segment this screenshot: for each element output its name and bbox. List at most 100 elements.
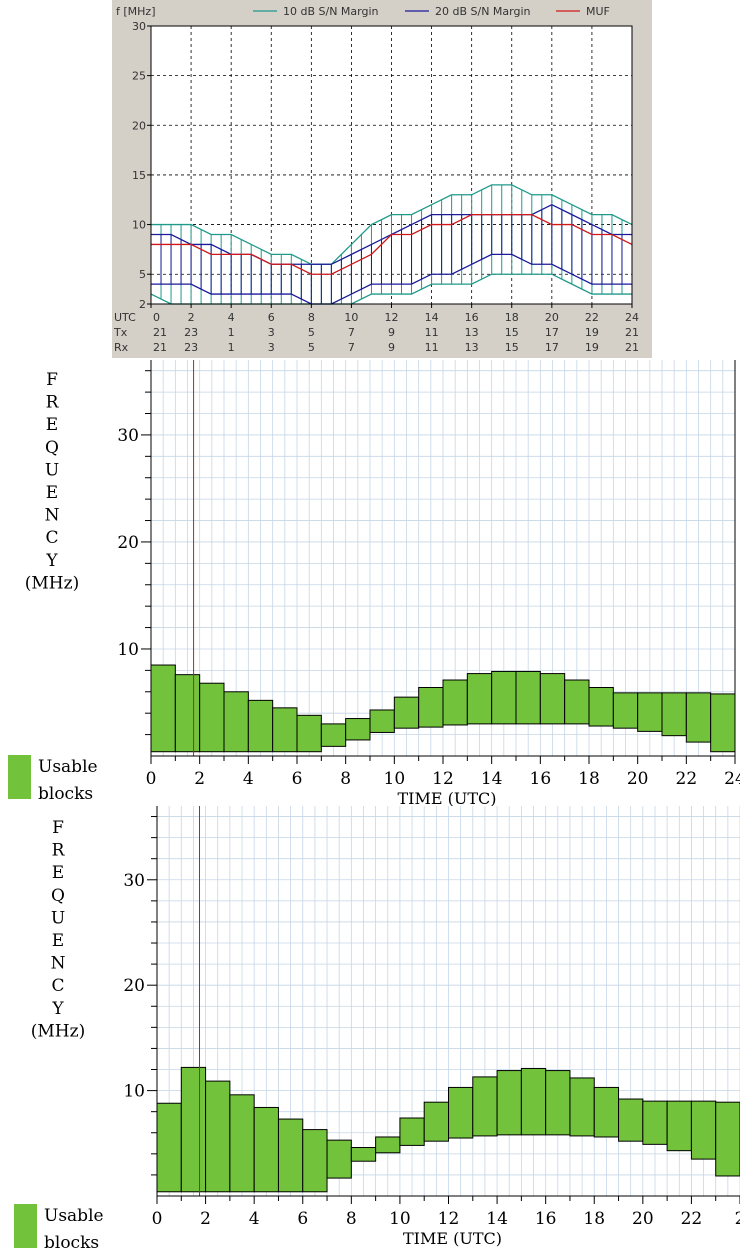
y-axis-label-letter: U [45, 460, 59, 480]
snr10-upper-line [151, 184, 633, 265]
rx-tick-label: 17 [545, 341, 559, 354]
y-axis-label-letter: E [46, 483, 58, 503]
usable-blocks-chart-1: 102030024681012141618202224TIME (UTC)FRE… [8, 360, 740, 806]
tx-tick-label: 11 [425, 326, 439, 339]
x-tick-label: 18 [578, 769, 600, 789]
usable-block [272, 707, 298, 753]
rx-tick-label: 9 [388, 341, 395, 354]
snr20-lower-line [151, 253, 632, 305]
legend-swatch [14, 1204, 37, 1248]
utc-tick-label: 4 [228, 311, 235, 324]
y-axis-label-letter: R [46, 393, 60, 413]
y-tick-label: 2 [139, 298, 146, 311]
usable-block [150, 664, 176, 753]
usable-block [156, 1102, 182, 1193]
x-tick-label: 6 [292, 769, 303, 789]
x-tick-label: 16 [530, 769, 552, 789]
y-tick-label: 10 [132, 219, 146, 232]
usable-block [442, 679, 468, 726]
utc-tick-label: 14 [425, 311, 439, 324]
utc-tick-label: 24 [625, 311, 639, 324]
x-tick-label: 2 [200, 1209, 211, 1229]
x-tick-label: 10 [384, 769, 406, 789]
x-tick-label: 10 [389, 1209, 411, 1229]
usable-block [545, 1070, 571, 1136]
utc-tick-label: 2 [188, 311, 195, 324]
x-tick-label: 12 [432, 769, 454, 789]
usable-block [472, 1076, 498, 1137]
usable-block [491, 670, 517, 725]
y-axis-label-letter: Y [51, 999, 64, 1019]
x-tick-label: 0 [152, 1209, 163, 1229]
usable-block [661, 692, 687, 737]
usable-block [466, 673, 493, 725]
y-axis-label-letter: F [52, 818, 64, 838]
x-tick-label: 22 [681, 1209, 703, 1229]
x-tick-label: 8 [346, 1209, 357, 1229]
x-tick-label: 18 [583, 1209, 605, 1229]
tx-tick-label: 1 [228, 326, 235, 339]
usable-block [375, 1136, 401, 1154]
x-tick-label: 2 [735, 1209, 740, 1229]
utc-tick-label: 16 [465, 311, 479, 324]
y-tick-label: 25 [132, 70, 146, 83]
x-tick-label: 14 [481, 769, 503, 789]
y-axis-label-letter: E [46, 415, 58, 435]
rx-tick-label: 3 [268, 341, 275, 354]
usable-block [715, 1101, 740, 1177]
x-tick-label: 22 [676, 769, 698, 789]
usable-block [642, 1100, 668, 1145]
x-tick-label: 14 [486, 1209, 508, 1229]
rx-tick-label: 19 [585, 341, 599, 354]
usable-block [710, 693, 736, 753]
tx-tick-label: 23 [184, 326, 198, 339]
usable-block [393, 696, 420, 729]
tx-tick-label: 7 [348, 326, 355, 339]
utc-tick-label: 22 [585, 311, 599, 324]
utc-tick-label: 12 [385, 311, 399, 324]
legend-label-line2: blocks [44, 1233, 99, 1253]
x-tick-label: 24 [724, 769, 740, 789]
rx-tick-label: 11 [425, 341, 439, 354]
usable-block [588, 687, 614, 727]
row-label-tx: Tx [113, 326, 128, 339]
y-axis-label-letter: C [51, 976, 64, 996]
y-axis-label-letter: Q [51, 886, 65, 906]
tx-tick-label: 9 [388, 326, 395, 339]
x-tick-label: 4 [249, 1209, 260, 1229]
y-axis-label-letter: Q [45, 438, 59, 458]
y-axis-label-letter: E [52, 931, 64, 951]
tx-tick-label: 3 [268, 326, 275, 339]
usable-block [637, 692, 663, 732]
usable-block [685, 692, 712, 743]
y-tick-label: 30 [123, 871, 145, 891]
usable-block [690, 1100, 717, 1160]
utc-tick-label: 8 [308, 311, 315, 324]
usable-block [326, 1139, 352, 1179]
y-axis-label-unit: (MHz) [31, 1021, 85, 1041]
x-tick-label: 16 [535, 1209, 557, 1229]
rx-tick-label: 13 [465, 341, 479, 354]
tx-tick-label: 13 [465, 326, 479, 339]
tx-tick-label: 17 [545, 326, 559, 339]
usable-block [350, 1147, 377, 1162]
usable-block [520, 1067, 547, 1136]
tx-tick-label: 21 [153, 326, 167, 339]
x-tick-label: 20 [632, 1209, 654, 1229]
y-tick-label: 20 [123, 976, 145, 996]
y-axis-label-letter: F [46, 370, 58, 390]
usable-block [496, 1070, 522, 1136]
x-tick-label: 8 [340, 769, 351, 789]
legend-label-line2: blocks [38, 784, 93, 804]
usable-block [564, 679, 590, 725]
legend-label-line1: Usable [38, 757, 98, 777]
x-tick-label: 2 [194, 769, 205, 789]
tx-tick-label: 21 [625, 326, 639, 339]
usable-block [205, 1080, 231, 1193]
y-tick-label: 20 [117, 533, 139, 553]
rx-tick-label: 21 [625, 341, 639, 354]
usable-block [302, 1129, 328, 1193]
